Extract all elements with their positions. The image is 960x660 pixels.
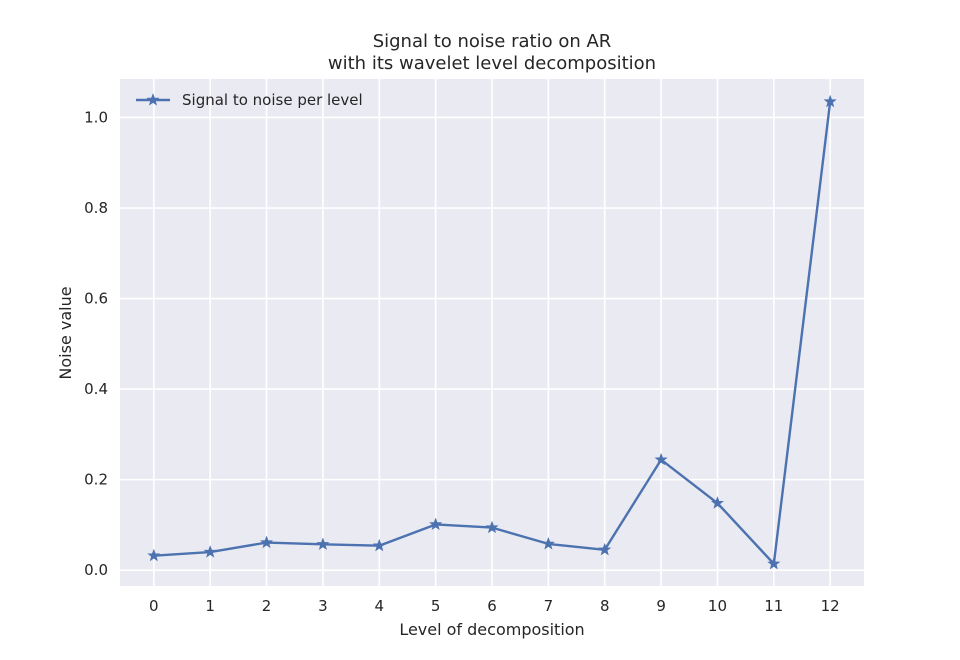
- y-tick-label: 0.6: [84, 290, 108, 308]
- x-tick-label: 2: [262, 597, 272, 615]
- x-tick-label: 7: [544, 597, 554, 615]
- legend-star-marker: [146, 93, 160, 106]
- x-tick-label: 0: [149, 597, 159, 615]
- data-point-star: [147, 548, 161, 562]
- x-tick-label: 9: [656, 597, 666, 615]
- x-axis-ticks: 0 1 2 3 4 5 6 7 8 9 10 11 12: [149, 597, 840, 615]
- data-point-star: [823, 94, 837, 108]
- data-point-star: [485, 520, 499, 534]
- x-tick-label: 10: [708, 597, 727, 615]
- x-tick-label: 12: [821, 597, 840, 615]
- data-point-star: [767, 556, 781, 570]
- x-tick-label: 6: [487, 597, 497, 615]
- x-tick-label: 5: [431, 597, 441, 615]
- x-tick-label: 11: [764, 597, 783, 615]
- y-tick-label: 1.0: [84, 108, 108, 126]
- x-axis-label: Level of decomposition: [399, 620, 584, 639]
- x-tick-label: 1: [205, 597, 215, 615]
- data-point-star: [203, 545, 217, 558]
- y-tick-label: 0.2: [84, 471, 108, 489]
- data-point-star: [541, 537, 555, 550]
- data-point-star: [710, 496, 724, 509]
- y-tick-label: 0.0: [84, 561, 108, 579]
- data-point-star: [316, 537, 330, 550]
- series: [147, 94, 837, 570]
- y-tick-label: 0.8: [84, 199, 108, 217]
- data-point-star: [260, 535, 274, 549]
- x-tick-label: 3: [318, 597, 328, 615]
- chart-title-line-2: with its wavelet level decomposition: [328, 53, 656, 74]
- data-point-star: [598, 542, 612, 556]
- x-tick-label: 8: [600, 597, 610, 615]
- y-axis-ticks: 0.0 0.2 0.4 0.6 0.8 1.0: [84, 108, 108, 579]
- legend-label: Signal to noise per level: [182, 91, 363, 109]
- legend: Signal to noise per level: [136, 91, 363, 109]
- data-point-star: [654, 452, 668, 466]
- data-point-star: [429, 517, 443, 530]
- chart-title-line-1: Signal to noise ratio on AR: [373, 31, 612, 52]
- y-axis-label: Noise value: [56, 286, 75, 379]
- y-tick-label: 0.4: [84, 380, 108, 398]
- data-point-star: [372, 538, 386, 552]
- x-tick-label: 4: [374, 597, 384, 615]
